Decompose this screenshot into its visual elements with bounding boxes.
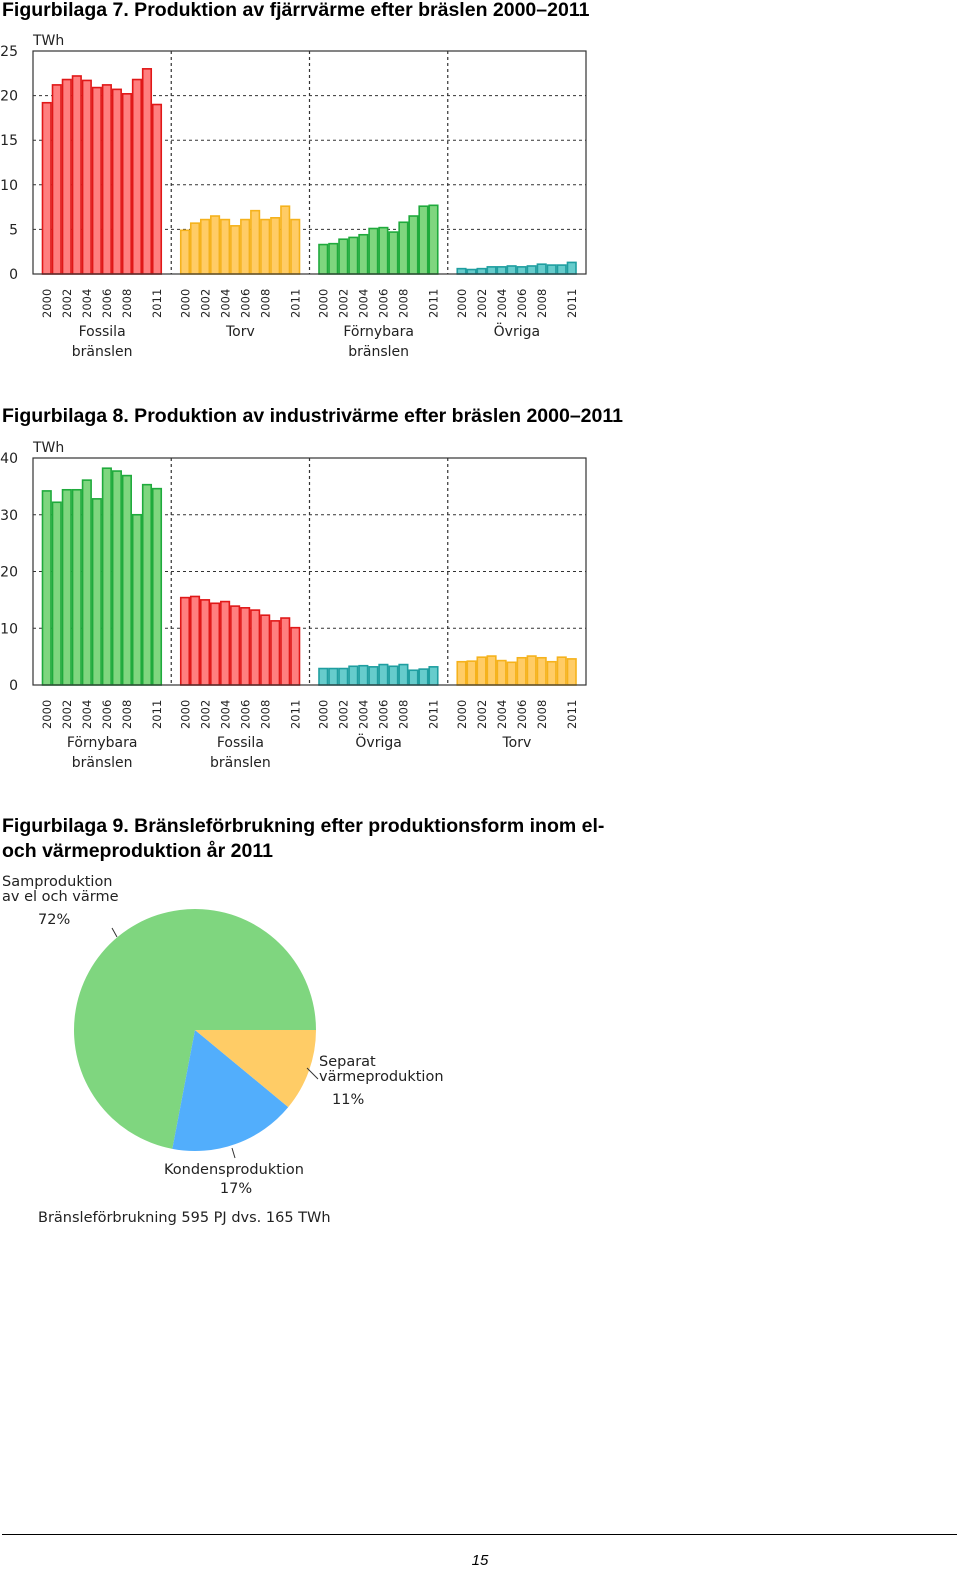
x-tick-label: 2002 bbox=[198, 700, 212, 729]
group-label: Förnybara bbox=[67, 735, 138, 751]
slice-label: Samproduktion bbox=[2, 874, 113, 890]
x-tick-label: 2006 bbox=[515, 700, 529, 729]
x-tick-label: 2011 bbox=[288, 700, 302, 729]
slice-percent-label: 72% bbox=[38, 912, 70, 928]
x-tick-label: 2011 bbox=[427, 700, 441, 729]
y-tick-label: 40 bbox=[0, 451, 18, 467]
x-tick-label: 2008 bbox=[535, 700, 549, 729]
x-tick-label: 2002 bbox=[475, 289, 489, 318]
x-tick-label: 2004 bbox=[80, 289, 94, 318]
x-tick-label: 2011 bbox=[150, 700, 164, 729]
group-label: Fossila bbox=[79, 324, 126, 340]
slice-label: Kondensproduktion bbox=[164, 1162, 304, 1178]
slice-label: av el och värme bbox=[2, 889, 119, 905]
x-tick-label: 2004 bbox=[218, 289, 232, 318]
y-tick-label: 10 bbox=[0, 621, 18, 637]
pie-slice bbox=[195, 1030, 316, 1108]
x-tick-label: 2008 bbox=[258, 700, 272, 729]
x-tick-label: 2006 bbox=[100, 289, 114, 318]
pie-slice bbox=[73, 909, 316, 1149]
group-label: bränslen bbox=[210, 755, 271, 771]
group-label: bränslen bbox=[72, 344, 133, 360]
plot-frame bbox=[32, 457, 587, 686]
figure-7-title: Figurbilaga 7. Produktion av fjärrvärme … bbox=[2, 0, 590, 21]
x-tick-label: 2006 bbox=[100, 700, 114, 729]
x-tick-label: 2000 bbox=[317, 700, 331, 729]
y-tick-label: 30 bbox=[0, 508, 18, 524]
x-tick-label: 2004 bbox=[495, 289, 509, 318]
x-tick-label: 2011 bbox=[427, 289, 441, 318]
x-tick-label: 2008 bbox=[397, 289, 411, 318]
figure-8-title: Figurbilaga 8. Produktion av industrivär… bbox=[2, 405, 623, 427]
x-tick-label: 2006 bbox=[238, 700, 252, 729]
x-tick-label: 2000 bbox=[455, 289, 469, 318]
x-tick-label: 2004 bbox=[218, 700, 232, 729]
x-tick-label: 2008 bbox=[258, 289, 272, 318]
x-tick-label: 2000 bbox=[40, 700, 54, 729]
x-tick-label: 2004 bbox=[357, 700, 371, 729]
x-tick-label: 2004 bbox=[495, 700, 509, 729]
figure-8-bar-chart: 0 10 20 30 40 TWh 2000 2002 2004 2006 2008 2011 Förn… bbox=[0, 440, 587, 771]
slice-percent-label: 11% bbox=[332, 1092, 364, 1108]
pie-note: Bränsleförbrukning 595 PJ dvs. 165 TWh bbox=[38, 1210, 331, 1226]
x-tick-label: 2008 bbox=[120, 289, 134, 318]
y-tick-label: 20 bbox=[0, 565, 18, 581]
figure-7-bar-chart: 0 5 10 15 20 25 TWh 2000 2002 2004 2006 2008 2011 Fos… bbox=[0, 33, 587, 360]
slice-label: värmeproduktion bbox=[319, 1069, 444, 1085]
figure-9-title: Figurbilaga 9. Bränsleförbrukning efter … bbox=[2, 815, 605, 862]
x-tick-label: 2000 bbox=[455, 700, 469, 729]
x-tick-label: 2011 bbox=[288, 289, 302, 318]
y-axis-label: TWh bbox=[32, 440, 64, 456]
y-tick-label: 25 bbox=[0, 44, 18, 60]
x-tick-label: 2006 bbox=[238, 289, 252, 318]
x-tick-label: 2002 bbox=[337, 700, 351, 729]
x-tick-label: 2004 bbox=[357, 289, 371, 318]
x-tick-label: 2006 bbox=[377, 700, 391, 729]
x-tick-label: 2011 bbox=[565, 700, 579, 729]
x-tick-label: 2004 bbox=[80, 700, 94, 729]
x-tick-label: 2002 bbox=[337, 289, 351, 318]
group-label: Torv bbox=[225, 324, 255, 340]
x-tick-label: 2011 bbox=[565, 289, 579, 318]
x-tick-label: 2002 bbox=[475, 700, 489, 729]
x-tick-label: 2006 bbox=[515, 289, 529, 318]
leader-line bbox=[111, 927, 118, 938]
leader-line bbox=[306, 1067, 319, 1080]
y-tick-label: 10 bbox=[0, 178, 18, 194]
y-tick-label: 0 bbox=[9, 678, 18, 694]
plot-frame bbox=[32, 50, 587, 275]
group-label: Torv bbox=[501, 735, 531, 751]
y-tick-label: 20 bbox=[0, 89, 18, 105]
leader-line bbox=[231, 1147, 236, 1159]
group-label: Övriga bbox=[355, 733, 401, 751]
x-tick-label: 2006 bbox=[377, 289, 391, 318]
group-label: Fossila bbox=[217, 735, 264, 751]
slice-label: Separat bbox=[319, 1054, 376, 1070]
page-number: 15 bbox=[471, 1552, 489, 1569]
x-tick-label: 2008 bbox=[120, 700, 134, 729]
group-label: bränslen bbox=[348, 344, 409, 360]
x-tick-label: 2000 bbox=[40, 289, 54, 318]
slice-percent-label: 17% bbox=[220, 1181, 252, 1197]
y-tick-label: 15 bbox=[0, 133, 18, 149]
x-tick-label: 2000 bbox=[178, 700, 192, 729]
x-tick-label: 2000 bbox=[317, 289, 331, 318]
group-label: Förnybara bbox=[343, 324, 414, 340]
x-tick-label: 2002 bbox=[198, 289, 212, 318]
footer-rule bbox=[2, 1534, 957, 1535]
x-tick-label: 2011 bbox=[150, 289, 164, 318]
x-tick-label: 2008 bbox=[535, 289, 549, 318]
x-tick-label: 2002 bbox=[60, 700, 74, 729]
y-axis-label: TWh bbox=[32, 33, 64, 49]
group-label: bränslen bbox=[72, 755, 133, 771]
y-tick-label: 5 bbox=[9, 222, 18, 238]
x-tick-label: 2000 bbox=[178, 289, 192, 318]
y-tick-label: 0 bbox=[9, 267, 18, 283]
x-tick-label: 2008 bbox=[397, 700, 411, 729]
pie-slice bbox=[172, 1030, 289, 1151]
x-tick-label: 2002 bbox=[60, 289, 74, 318]
group-label: Övriga bbox=[494, 322, 540, 340]
